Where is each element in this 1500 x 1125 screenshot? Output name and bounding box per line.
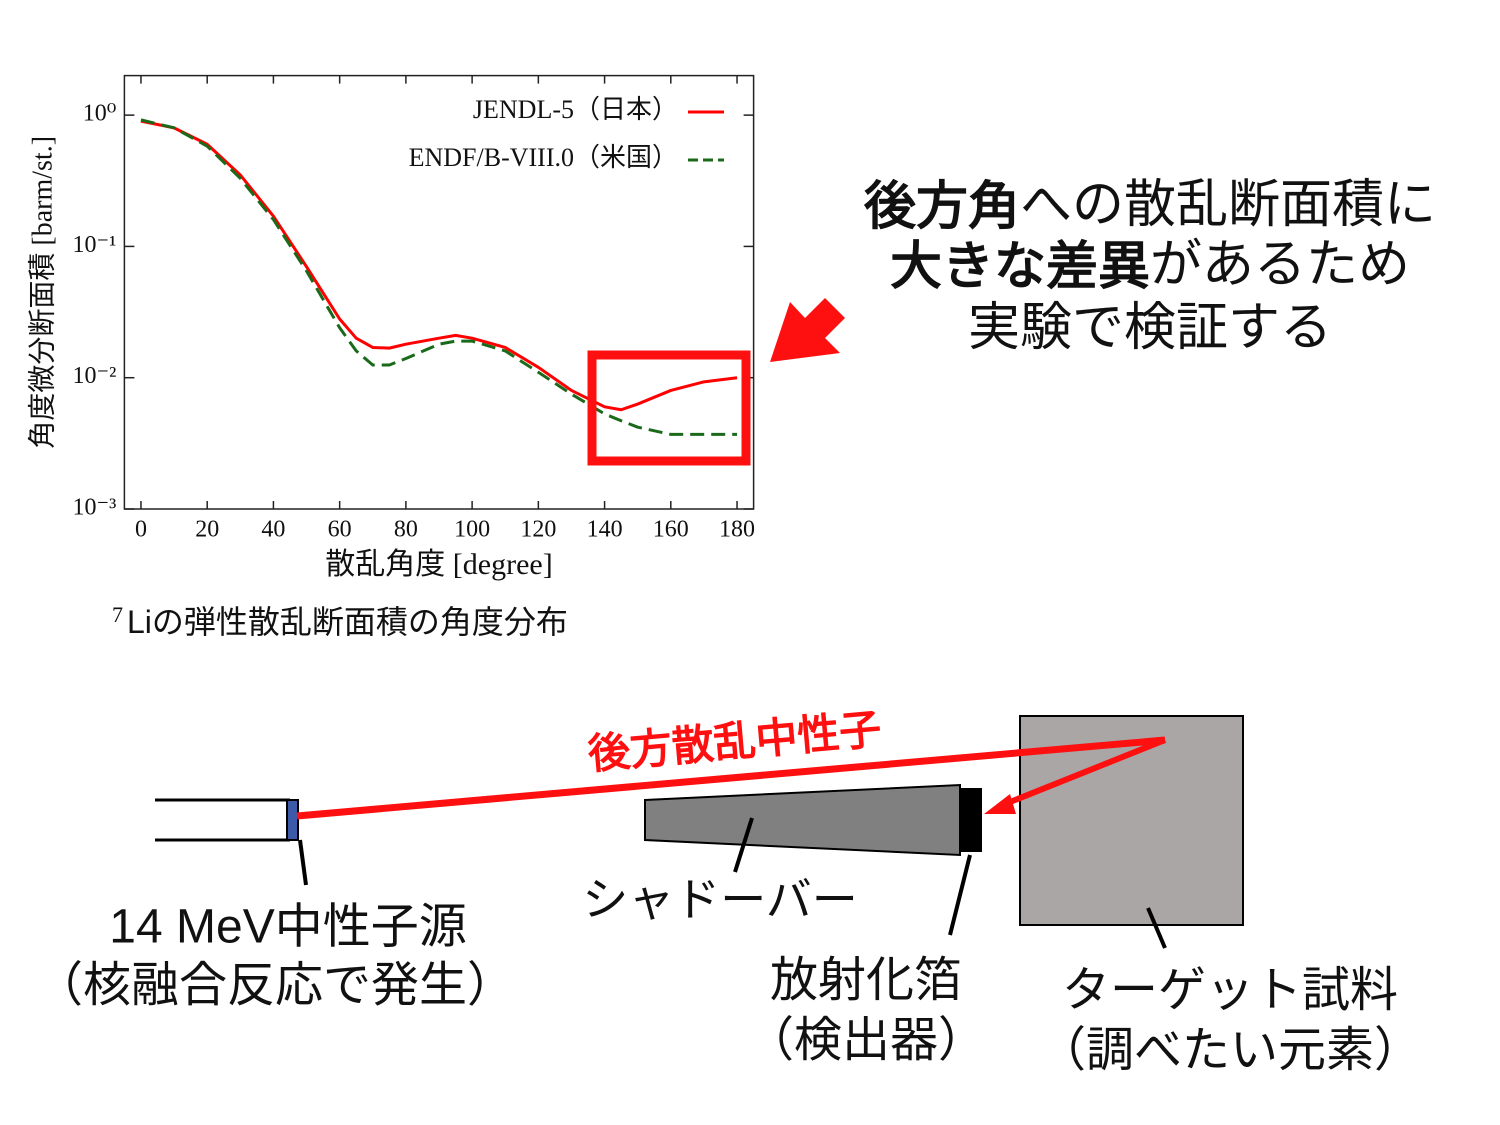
- callout-line: 大きな差異があるため: [890, 237, 1410, 296]
- callout-text: があるため: [1150, 237, 1410, 294]
- scatter-path: [998, 737, 1167, 809]
- target-note: （調べたい元素）: [1038, 1024, 1422, 1077]
- x-tick-label: 20: [195, 517, 219, 543]
- highlight-box: [587, 350, 751, 466]
- diagram: 後方散乱中性子 14 MeV中性子源 （核融合反応で発生） シャドーバー 放射化…: [35, 705, 1422, 1077]
- callout-line: 実験で検証する: [968, 300, 1332, 357]
- callout-arrow: [770, 298, 845, 362]
- callout-text: への散乱断面積に: [1020, 177, 1436, 234]
- y-tick-label: 10⁻²: [73, 363, 117, 389]
- source: [286, 799, 299, 841]
- detector-label: 放射化箔: [770, 954, 962, 1007]
- caption-superscript: 7: [112, 602, 123, 627]
- x-tick-label: 60: [328, 517, 352, 543]
- caption: 7 Liの弾性散乱断面積の角度分布: [112, 602, 568, 640]
- target-label: ターゲット試料: [1062, 964, 1398, 1017]
- source-note: （核融合反応で発生）: [35, 959, 515, 1012]
- x-tick-label: 100: [454, 517, 490, 543]
- legend-label: JENDL-5（日本）: [473, 95, 678, 124]
- shadow-bar-label: シャドーバー: [582, 875, 858, 926]
- chart: 0 20 40 60 80 100 120 140 160 180 10⁰ 10⁻¹ 10⁻² 10⁻³ 散…: [26, 74, 755, 581]
- legend-label: ENDF/B-VIII.0（米国）: [409, 143, 678, 172]
- y-tick-label: 10⁻¹: [73, 232, 117, 258]
- y-tick-label: 10⁻³: [73, 495, 117, 521]
- source-label: 14 MeV中性子源: [109, 901, 466, 954]
- x-tick-label: 0: [135, 517, 147, 543]
- plot-frame: [123, 74, 755, 510]
- detector-foil: [960, 788, 982, 852]
- leader-line: [298, 839, 308, 886]
- y-tick-label: 10⁰: [83, 101, 117, 127]
- callout-line: 後方角への散乱断面積に: [863, 177, 1436, 236]
- x-tick-label: 160: [653, 517, 689, 543]
- leader-line: [948, 854, 972, 936]
- x-tick-label: 40: [261, 517, 285, 543]
- x-tick-label: 180: [719, 517, 755, 543]
- caption-text: Liの弾性散乱断面積の角度分布: [127, 604, 568, 640]
- callout-bold: 大きな差異: [890, 238, 1150, 296]
- leader-line: [1146, 907, 1167, 949]
- shadow-bar: [644, 783, 961, 857]
- series-line: [140, 118, 738, 436]
- scatter-arrowhead: [984, 794, 1016, 814]
- x-tick-label: 80: [394, 517, 418, 543]
- callout-bold: 後方角: [863, 178, 1020, 236]
- leader-line: [733, 817, 754, 873]
- series-line: [140, 119, 738, 412]
- x-tick-label: 120: [520, 517, 556, 543]
- callout-text: 実験で検証する: [968, 300, 1332, 357]
- beam: [296, 736, 1166, 820]
- x-axis-label: 散乱角度 [degree]: [325, 548, 552, 581]
- detector-note: （検出器）: [746, 1014, 986, 1067]
- y-axis-label: 角度微分断面積 [barm/st.]: [26, 136, 58, 449]
- x-tick-label: 140: [587, 517, 623, 543]
